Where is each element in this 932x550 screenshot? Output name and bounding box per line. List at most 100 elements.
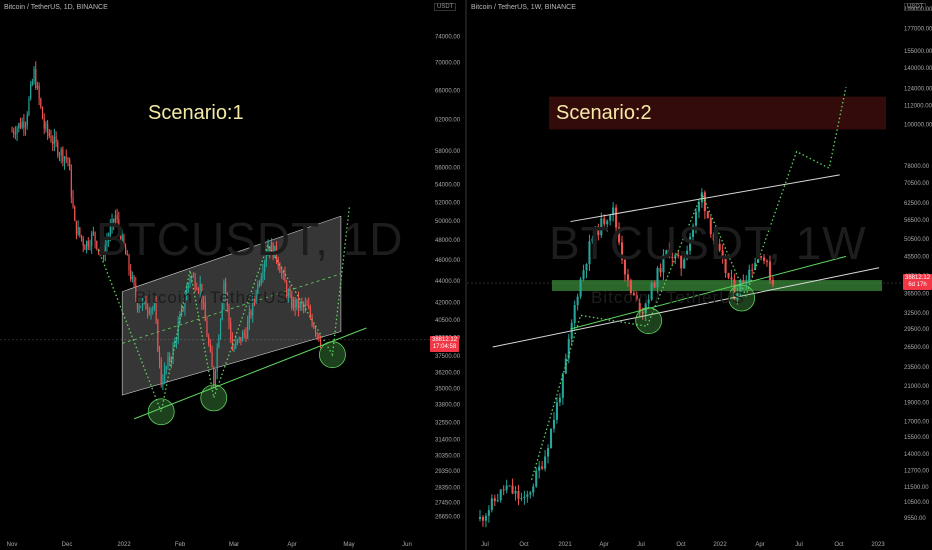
candle-body	[106, 240, 108, 246]
candle-body	[297, 298, 300, 309]
y-tick-label: 46000.00	[435, 258, 461, 264]
daily-chart-svg[interactable]: 74000.00 70000.00 66000.00 62000.00 58000.00…	[0, 0, 465, 550]
candle-body	[153, 302, 156, 308]
highlight-circle	[728, 284, 756, 312]
y-tick-label: 50500.00	[904, 237, 930, 243]
candle-body	[13, 131, 15, 134]
candle-body	[162, 381, 164, 385]
candle-body	[573, 305, 576, 323]
candle-body	[113, 218, 115, 222]
candle-body	[160, 360, 162, 385]
y-tick-label: 45500.00	[904, 254, 930, 260]
candle-body	[221, 303, 223, 320]
candle-body	[514, 490, 517, 494]
candle-body	[79, 227, 81, 236]
candle-body	[762, 257, 766, 261]
candle-body	[659, 267, 662, 273]
candle-body	[680, 255, 683, 269]
right-chart-pane[interactable]: 199000.00 177000.00 155000.00 140000.00 1240…	[467, 0, 932, 550]
y-tick-label: 32550.00	[435, 420, 461, 426]
y-tick-label: 70000.00	[435, 61, 461, 67]
candle-body	[119, 229, 122, 242]
candle-body	[552, 419, 556, 429]
candle-body	[668, 249, 671, 257]
candle-body	[248, 311, 250, 323]
left-chart-pane[interactable]: 74000.00 70000.00 66000.00 62000.00 58000.00…	[0, 0, 465, 550]
candle-body	[606, 220, 609, 225]
channel-upper-line	[570, 174, 840, 223]
y-tick-label: 19000.00	[904, 401, 930, 407]
candle-body	[314, 327, 317, 333]
candle-body	[258, 283, 261, 285]
candle-body	[72, 197, 74, 207]
candle-body	[130, 270, 132, 280]
candle-body	[216, 347, 218, 372]
y-tick-label: 12700.00	[904, 468, 930, 474]
candle-body	[241, 332, 244, 342]
y-tick-label: 48000.00	[435, 238, 461, 244]
candle-body	[626, 274, 629, 281]
candle-body	[174, 340, 176, 347]
candle-body	[125, 245, 127, 255]
candle-body	[564, 358, 567, 374]
candle-body	[493, 498, 496, 502]
candle-body	[50, 135, 52, 142]
candle-body	[238, 337, 240, 340]
candle-body	[715, 240, 718, 244]
candle-body	[284, 272, 286, 283]
candle-body	[197, 289, 200, 291]
candle-body	[751, 269, 754, 271]
y-tick-label: 21000.00	[904, 384, 930, 390]
candle-body	[733, 279, 736, 300]
candle-body	[260, 277, 262, 285]
candle-body	[291, 296, 293, 308]
y-tick-label: 155000.00	[904, 49, 932, 55]
candle-body	[535, 470, 538, 487]
channel-lower-line	[492, 267, 880, 348]
candle-body	[211, 351, 213, 368]
candle-body	[656, 267, 659, 288]
candle-body	[104, 245, 106, 256]
scenario-label: Scenario:2	[556, 102, 652, 124]
candle-body	[33, 69, 35, 82]
x-tick-label: Apr	[599, 542, 608, 548]
candle-body	[136, 297, 139, 309]
x-tick-label: Oct	[834, 542, 844, 548]
candle-body	[319, 340, 322, 346]
candle-body	[179, 314, 181, 324]
candle-body	[38, 85, 40, 99]
candle-body	[269, 246, 271, 253]
candle-body	[618, 227, 621, 243]
candle-body	[727, 272, 730, 278]
pane-divider[interactable]	[465, 0, 467, 550]
candle-body	[555, 402, 558, 420]
candle-body	[499, 489, 502, 501]
candle-body	[730, 277, 733, 280]
candle-body	[147, 309, 149, 312]
candle-body	[721, 250, 724, 258]
candle-body	[511, 485, 514, 494]
x-tick-label: Oct	[676, 542, 686, 548]
candle-body	[167, 356, 169, 367]
candle-body	[89, 246, 91, 248]
candle-body	[123, 235, 125, 246]
candle-body	[245, 333, 247, 339]
candle-body	[481, 516, 484, 521]
candle-body	[671, 256, 674, 258]
candle-body	[138, 306, 140, 309]
candle-body	[760, 255, 763, 258]
candle-body	[21, 121, 23, 128]
y-tick-label: 74000.00	[435, 35, 461, 41]
candle-body	[653, 282, 656, 288]
weekly-chart-svg[interactable]: 199000.00177000.00155000.00140000.001240…	[467, 0, 932, 550]
candle-body	[594, 226, 597, 239]
candle-body	[69, 159, 71, 171]
y-tick-label: 78000.00	[904, 164, 930, 170]
candle-body	[299, 302, 301, 309]
candle-body	[111, 218, 113, 227]
candle-body	[558, 397, 561, 403]
candle-body	[253, 299, 256, 301]
candle-body	[47, 123, 49, 133]
projection-path	[530, 86, 847, 480]
candle-body	[108, 236, 110, 241]
